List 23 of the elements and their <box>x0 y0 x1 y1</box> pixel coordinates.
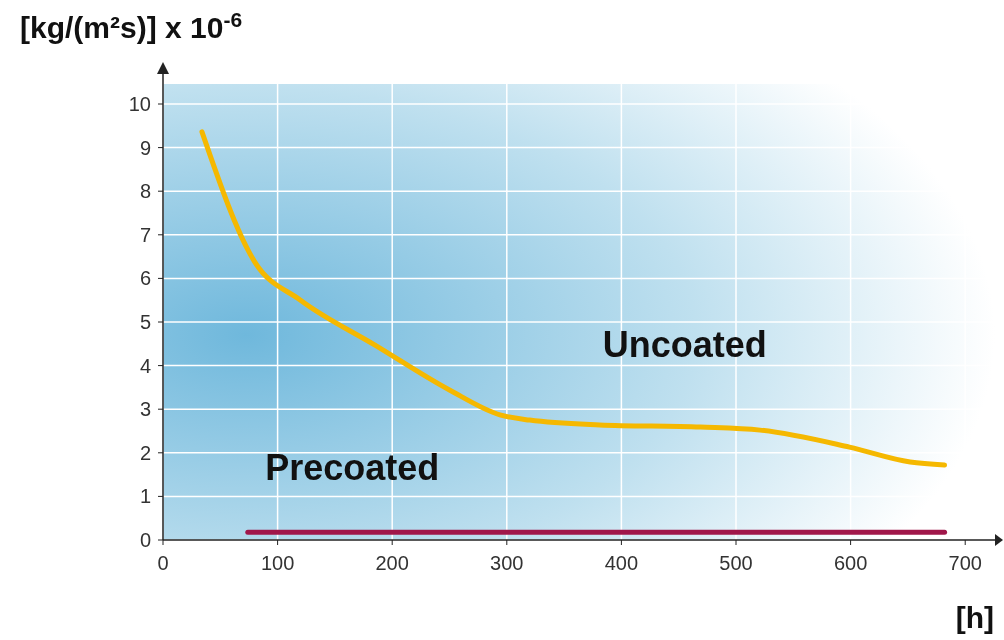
y-tick-label: 2 <box>139 441 151 464</box>
y-tick-label: 6 <box>139 267 151 290</box>
x-tick-label: 300 <box>490 552 524 574</box>
y-tick-label: 3 <box>139 398 151 421</box>
x-tick-label: 400 <box>604 552 639 574</box>
y-tick-label: 1 <box>139 485 151 508</box>
series-label: Uncoated <box>602 323 767 365</box>
y-tick-label: 9 <box>139 136 151 159</box>
series-label: Precoated <box>265 447 440 489</box>
y-tick-label: 7 <box>139 223 151 246</box>
y-tick-label: 0 <box>139 529 151 551</box>
x-tick-label: 0 <box>157 552 169 574</box>
y-tick-label: 4 <box>139 354 151 377</box>
y-tick-label: 8 <box>139 180 151 203</box>
x-tick-label: 600 <box>833 552 868 574</box>
y-tick-label: 5 <box>139 311 151 333</box>
x-tick-label: 100 <box>260 552 295 574</box>
x-tick-label: 200 <box>375 552 409 574</box>
x-axis-title: [h] <box>955 601 994 634</box>
y-axis-title: [kg/(m²s)] x 10$^{-6}$ <box>20 7 243 44</box>
x-tick-label: 700 <box>948 552 982 574</box>
x-tick-label: 500 <box>719 552 753 574</box>
y-tick-label: 10 <box>128 93 151 115</box>
